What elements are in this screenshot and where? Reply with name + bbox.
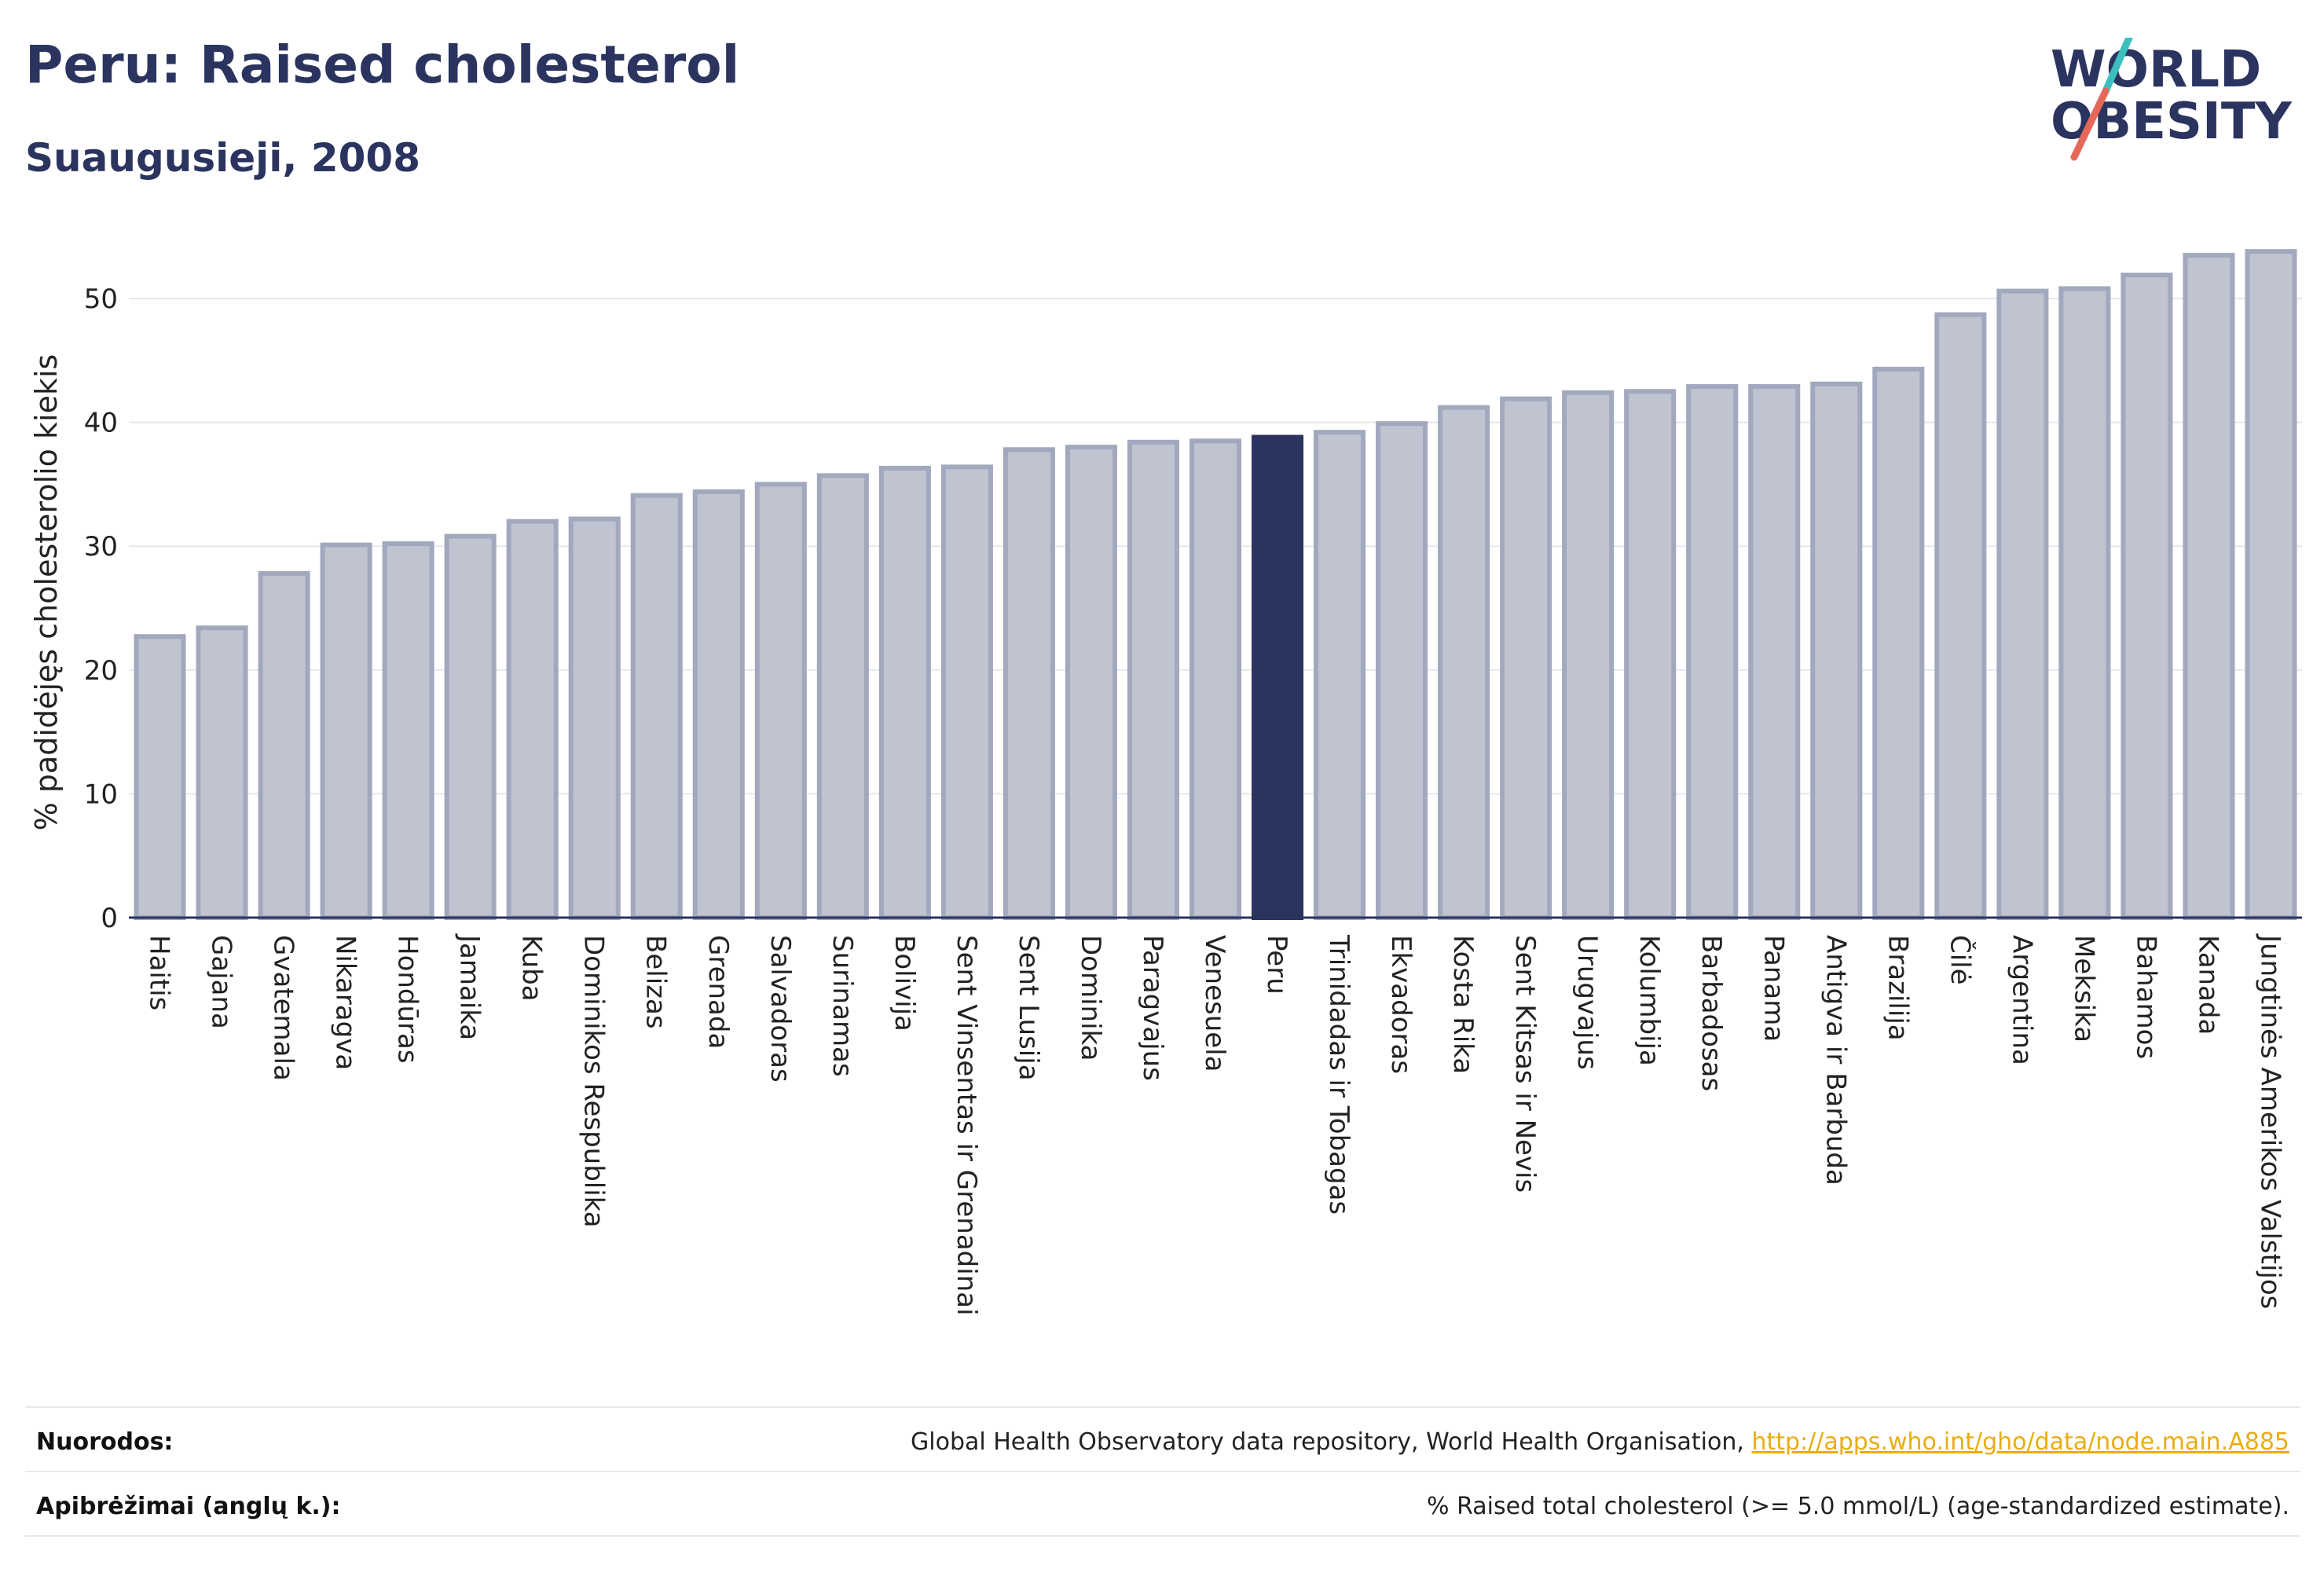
x-tick-label: Venesuela	[1199, 935, 1230, 1072]
bar	[1500, 396, 1552, 920]
bar-chart: 0 10 20 30 40 50 % padidėjęs cholesterolio kie…	[29, 249, 2302, 1316]
bar	[1189, 438, 1242, 920]
bar	[1127, 439, 1180, 920]
x-tick-label: Argentina	[2006, 935, 2037, 1065]
x-tick-label: Panama	[1758, 935, 1789, 1042]
x-tick-label: Belizas	[640, 935, 672, 1029]
bar	[382, 541, 434, 920]
bar	[1376, 421, 1428, 920]
sources-row: Nuorodos: Global Health Observatory data…	[25, 1406, 2300, 1471]
y-tick-label: 10	[84, 779, 118, 810]
bar	[1438, 405, 1490, 920]
y-axis-title: % padidėjęs cholesterolio kiekis	[29, 354, 64, 831]
x-tick-label: Meksika	[2068, 935, 2099, 1043]
chart-title: Peru: Raised cholesterol	[25, 35, 740, 95]
bar	[134, 634, 186, 920]
bar	[630, 493, 683, 920]
x-tick-label: Sent Kitsas ir Nevis	[1509, 935, 1541, 1193]
x-tick-label: Gvatemala	[268, 935, 299, 1081]
world-obesity-logo: WORLD OBESITY	[2051, 38, 2292, 161]
x-tick-label: Kuba	[516, 935, 548, 1002]
bar	[2121, 273, 2173, 920]
bar	[258, 570, 310, 920]
y-tick-label: 30	[84, 531, 118, 563]
x-tick-label: Urugvajus	[1571, 935, 1603, 1070]
x-tick-label: Čilė	[1944, 935, 1976, 985]
x-tick-label: Surinamas	[827, 935, 858, 1077]
logo-slash-top	[2102, 38, 2133, 95]
x-tick-label: Dominikos Respublika	[578, 935, 610, 1228]
definitions-row: Apibrėžimai (anglų k.): % Raised total c…	[25, 1471, 2300, 1537]
bar	[1810, 381, 1863, 920]
x-tick-label: Sent Vinsentas ir Grenadinai	[951, 935, 982, 1316]
x-tick-label: Sent Lusija	[1013, 935, 1044, 1081]
bar	[1003, 447, 1055, 920]
chart-subtitle: Suaugusieji, 2008	[25, 135, 420, 181]
x-tick-label: Nikaragva	[330, 935, 361, 1070]
bar	[196, 625, 248, 920]
x-tick-label: Grenada	[702, 935, 734, 1049]
bar	[940, 464, 993, 920]
x-tick-label: Kolumbija	[1633, 935, 1665, 1066]
bar	[1934, 312, 1987, 921]
bar	[1686, 383, 1739, 920]
x-tick-label: Bahamos	[2130, 935, 2161, 1059]
x-tick-label: Gajana	[206, 935, 237, 1029]
x-tick-label: Barbadosas	[1695, 935, 1727, 1091]
bar	[568, 516, 621, 920]
y-tick-label: 40	[84, 408, 118, 439]
bar	[444, 533, 497, 920]
bar	[320, 542, 372, 921]
x-tick-label: Trinidadas ir Tobagas	[1323, 934, 1354, 1215]
bar	[2183, 252, 2235, 920]
definitions-label: Apibrėžimai (anglų k.):	[36, 1493, 341, 1520]
x-tick-label: Dominika	[1075, 935, 1106, 1061]
y-tick-label: 50	[84, 284, 118, 315]
bar	[1872, 366, 1925, 921]
bar-highlight	[1251, 434, 1304, 920]
bar	[1624, 389, 1677, 920]
bar	[2245, 249, 2297, 920]
x-tick-label: Ekvadoras	[1385, 935, 1417, 1074]
x-tick-label: Haitis	[144, 935, 175, 1010]
bar	[1065, 445, 1117, 920]
bar	[1562, 390, 1615, 920]
logo-text-world: WORLD	[2051, 41, 2261, 99]
bar	[754, 482, 807, 920]
bar	[1314, 430, 1366, 920]
sources-value: Global Health Observatory data repositor…	[911, 1428, 2289, 1456]
x-tick-label: Peru	[1261, 935, 1292, 995]
x-tick-label: Bolivija	[889, 935, 920, 1032]
bar	[2058, 286, 2111, 920]
sources-label: Nuorodos:	[36, 1428, 174, 1456]
y-tick-label: 0	[101, 903, 118, 934]
bar	[816, 473, 869, 920]
logo-slash-bottom	[2070, 87, 2110, 161]
y-tick-label: 20	[84, 655, 118, 687]
x-tick-label: Kanada	[2192, 935, 2223, 1035]
x-tick-label: Hondūras	[392, 935, 423, 1064]
bar	[506, 519, 559, 920]
bar	[1748, 383, 1801, 920]
definitions-text: % Raised total cholesterol (>= 5.0 mmol/…	[1427, 1493, 2289, 1520]
x-tick-label: Paragvajus	[1137, 935, 1168, 1081]
x-tick-label: Salvadoras	[764, 935, 796, 1083]
bar	[692, 489, 745, 920]
x-tick-label: Kosta Rika	[1447, 935, 1479, 1074]
bar	[1996, 288, 2049, 920]
x-tick-label: Jungtinės Amerikos Valstijos	[2254, 933, 2286, 1309]
sources-link[interactable]: http://apps.who.int/gho/data/node.main.A…	[1751, 1428, 2289, 1456]
sources-text: Global Health Observatory data repositor…	[911, 1428, 1752, 1456]
x-tick-label: Antigva ir Barbuda	[1820, 935, 1851, 1186]
x-tick-label: Jamaika	[454, 933, 486, 1040]
x-tick-label: Brazilija	[1882, 935, 1913, 1041]
bar	[878, 465, 931, 920]
